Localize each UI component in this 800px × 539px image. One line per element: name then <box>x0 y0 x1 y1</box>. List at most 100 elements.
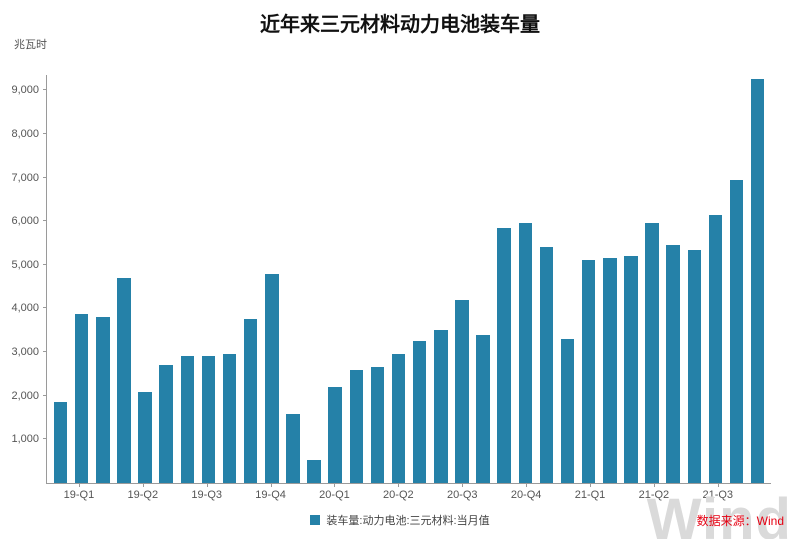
bar <box>497 227 511 483</box>
bar-slot <box>71 75 92 483</box>
bar <box>687 249 702 483</box>
bar-slot <box>536 75 557 483</box>
x-tick-label: 19-Q1 <box>63 489 95 501</box>
bar-slot <box>684 75 705 483</box>
bar-slot <box>557 75 578 483</box>
x-tick-label: 21-Q2 <box>638 489 670 501</box>
bar-slot <box>599 75 620 483</box>
bar <box>518 223 533 483</box>
bar <box>412 341 427 483</box>
bar <box>180 356 195 483</box>
bar <box>434 330 448 483</box>
y-tick-label: 9,000 <box>11 84 39 97</box>
y-tick-label: 5,000 <box>11 258 39 271</box>
bar-slot <box>451 75 472 483</box>
bar <box>265 273 279 483</box>
bar-slot <box>515 75 536 483</box>
bar <box>117 277 131 483</box>
y-tick-label: 2,000 <box>11 389 39 402</box>
y-tick-mark <box>43 263 47 265</box>
bar <box>603 258 617 483</box>
bar <box>645 223 659 483</box>
bar <box>286 414 300 483</box>
x-tick-label: 19-Q2 <box>127 489 159 501</box>
x-tick-label: 20-Q1 <box>319 489 350 501</box>
bar <box>222 354 237 483</box>
x-tick-mark <box>653 483 655 487</box>
bar-slot <box>50 75 71 483</box>
bar-slot <box>240 75 261 483</box>
x-tick-mark <box>206 483 208 487</box>
bar-slot <box>156 75 177 483</box>
bar-slot <box>346 75 367 483</box>
bar-slot <box>430 75 451 483</box>
bar <box>96 317 110 483</box>
x-tick-mark <box>526 483 528 487</box>
x-tick-mark <box>142 483 144 487</box>
bar <box>708 214 723 483</box>
bar-slot <box>219 75 240 483</box>
wind-watermark: Wind <box>646 487 792 539</box>
legend-label: 装车量:动力电池:三元材料:当月值 <box>326 515 490 527</box>
bars-container <box>47 75 771 483</box>
x-tick-mark <box>78 483 80 487</box>
legend: 装车量:动力电池:三元材料:当月值 <box>0 512 800 528</box>
bar <box>74 313 89 483</box>
x-tick-mark <box>590 483 591 487</box>
bar-slot <box>113 75 134 483</box>
bar-slot <box>261 75 282 483</box>
bar <box>138 392 152 483</box>
x-tick-mark <box>717 483 719 487</box>
bar <box>455 299 469 483</box>
bar <box>560 339 575 483</box>
bar <box>349 369 364 483</box>
bar-slot <box>325 75 346 483</box>
y-tick-mark <box>43 220 47 222</box>
y-tick-label: 1,000 <box>11 433 39 446</box>
bar-slot <box>177 75 198 483</box>
x-tick-mark <box>398 483 400 487</box>
bar-slot <box>620 75 641 483</box>
bar-slot <box>92 75 113 483</box>
legend-swatch-icon <box>310 515 321 525</box>
bar-slot <box>705 75 726 483</box>
x-tick-mark <box>462 483 464 487</box>
bar <box>581 260 596 483</box>
bar <box>243 319 258 483</box>
bar <box>391 354 406 483</box>
y-tick-mark <box>43 132 47 134</box>
data-source-label: 数据来源：Wind <box>696 514 784 528</box>
bar-slot <box>388 75 409 483</box>
bar-slot <box>578 75 599 483</box>
y-tick-label: 8,000 <box>11 127 39 140</box>
y-tick-mark <box>43 438 47 440</box>
bar-slot <box>663 75 684 483</box>
bar-slot <box>747 75 768 483</box>
chart-title: 近年来三元材料动力电池装车量 <box>260 14 540 36</box>
bar <box>476 334 490 483</box>
bar <box>53 402 68 483</box>
bar <box>539 247 554 483</box>
y-tick-mark <box>43 89 47 91</box>
bar-slot <box>282 75 303 483</box>
x-tick-label: 19-Q4 <box>255 489 286 501</box>
bar-slot <box>726 75 747 483</box>
x-tick-label: 21-Q3 <box>702 489 734 501</box>
bar-slot <box>367 75 388 483</box>
x-tick-mark <box>270 483 272 487</box>
y-tick-mark <box>43 307 47 309</box>
y-tick-mark <box>43 176 47 178</box>
y-tick-label: 4,000 <box>11 302 39 315</box>
x-tick-label: 20-Q4 <box>510 489 542 501</box>
bar-slot <box>198 75 219 483</box>
bar <box>624 256 638 483</box>
bar-slot <box>494 75 515 483</box>
bar <box>750 79 765 483</box>
x-tick-label: 21-Q1 <box>574 489 606 501</box>
x-tick-label: 19-Q3 <box>191 489 222 501</box>
bar-slot <box>304 75 325 483</box>
bar <box>729 179 744 483</box>
y-tick-label: 7,000 <box>11 171 39 184</box>
y-tick-label: 6,000 <box>11 215 39 228</box>
